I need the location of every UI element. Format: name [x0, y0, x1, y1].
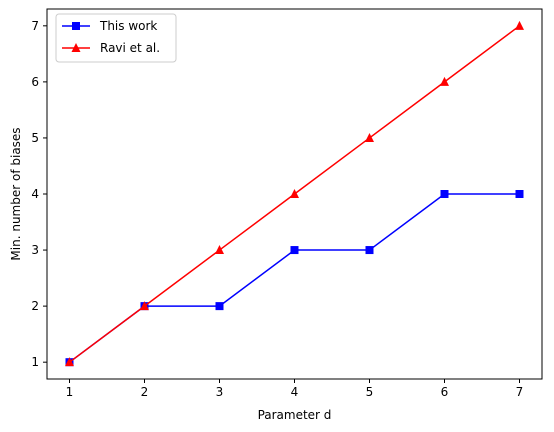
- series-this-work: [65, 190, 524, 367]
- legend-entry-ravi: Ravi et al.: [62, 41, 160, 55]
- data-point-triangle: [215, 245, 224, 255]
- x-tick-label: 6: [441, 385, 449, 399]
- x-axis-label: Parameter d: [258, 408, 332, 422]
- legend-marker-square: [72, 22, 80, 30]
- y-tick-label: 3: [31, 243, 39, 257]
- data-point-triangle: [65, 357, 74, 367]
- y-tick-label: 4: [31, 187, 39, 201]
- y-tick-label: 6: [31, 75, 39, 89]
- data-point-triangle: [515, 20, 524, 30]
- x-tick-label: 4: [291, 385, 299, 399]
- legend-label-ravi: Ravi et al.: [100, 41, 160, 55]
- x-tick-label: 7: [516, 385, 524, 399]
- x-axis-ticks: 1 2 3 4 5 6 7: [66, 379, 524, 399]
- data-point-triangle: [140, 301, 149, 311]
- data-point-square: [515, 190, 524, 198]
- y-tick-label: 1: [31, 355, 39, 369]
- y-tick-label: 7: [31, 19, 39, 33]
- y-tick-label: 5: [31, 131, 39, 145]
- y-axis-label: Min. number of biases: [9, 127, 23, 260]
- legend-label-this-work: This work: [99, 19, 157, 33]
- x-tick-label: 3: [216, 385, 224, 399]
- legend-marker-triangle: [71, 43, 81, 52]
- data-point-square: [440, 190, 449, 198]
- series-line: [69, 193, 520, 363]
- legend-entry-this-work: This work: [62, 19, 157, 33]
- data-point-triangle: [365, 132, 374, 142]
- series-ravi: [65, 20, 524, 367]
- data-point-triangle: [290, 189, 299, 198]
- x-tick-label: 1: [66, 385, 74, 399]
- data-point-triangle: [440, 76, 449, 86]
- x-tick-label: 5: [366, 385, 374, 399]
- legend: This work Ravi et al.: [55, 13, 177, 63]
- data-point-square: [215, 302, 224, 311]
- data-point-square: [290, 246, 299, 255]
- series-layer: [65, 20, 524, 367]
- data-point-square: [365, 246, 374, 255]
- x-tick-label: 2: [141, 385, 149, 399]
- y-axis-ticks: 1 2 3 4 5 6 7: [31, 19, 47, 369]
- y-tick-label: 2: [31, 299, 39, 313]
